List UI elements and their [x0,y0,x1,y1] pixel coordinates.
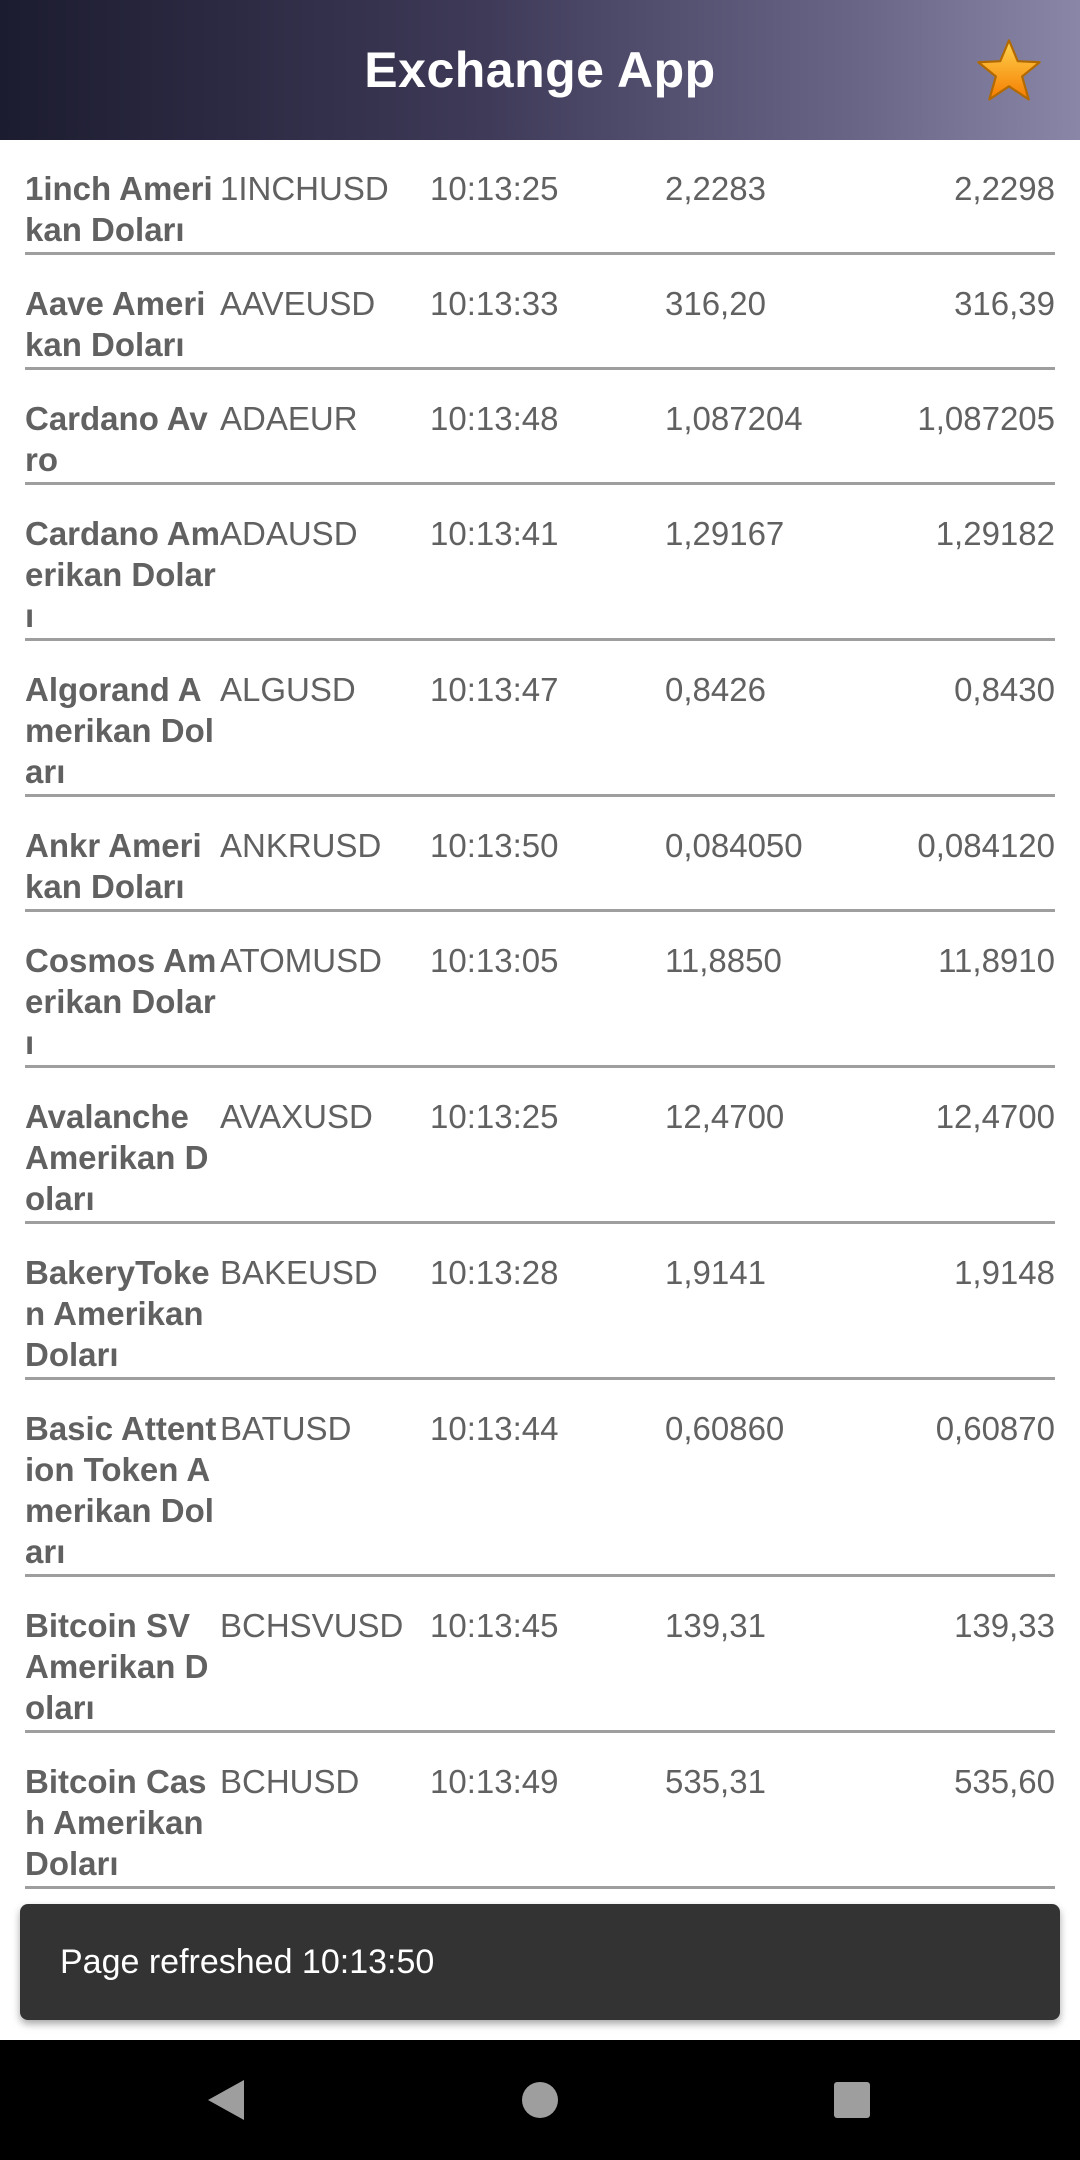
rate-sell: 0,8430 [954,671,1055,708]
rate-buy: 0,8426 [665,671,766,708]
rate-buy: 11,8850 [665,942,782,979]
rate-name: Cardano Avro [25,400,208,478]
rate-symbol: BCHSVUSD [220,1607,404,1644]
rate-symbol: ANKRUSD [220,827,382,864]
rate-list[interactable]: 1inch Amerikan Doları 1INCHUSD 10:13:25 2,2… [25,140,1055,1904]
rate-symbol: AAVEUSD [220,285,376,322]
rate-symbol: ADAUSD [220,515,358,552]
rate-row[interactable]: Avalanche Amerikan Doları AVAXUSD 10:13:25… [25,1068,1055,1224]
rate-sell: 0,084120 [917,827,1055,864]
rate-row[interactable]: 1inch Amerikan Doları 1INCHUSD 10:13:25 2,2… [25,140,1055,255]
nav-home-button[interactable] [500,2060,580,2140]
rate-symbol: 1INCHUSD [220,170,389,207]
rate-sell: 1,087205 [917,400,1055,437]
rate-buy: 1,9141 [665,1254,766,1291]
rate-symbol: BCHUSD [220,1763,360,1800]
favorites-button[interactable] [974,36,1044,106]
rate-row[interactable]: Basic Attention Token Amerikan Doları BAT… [25,1380,1055,1577]
rate-name: Ankr Amerikan Doları [25,827,202,905]
rate-row[interactable]: Cardano Avro ADAEUR 10:13:48 1,087204 1,0872… [25,370,1055,485]
rate-time: 10:13:47 [430,671,559,708]
rate-symbol: ATOMUSD [220,942,382,979]
rate-time: 10:13:25 [430,1098,559,1135]
rate-sell: 11,8910 [938,942,1055,979]
rate-row[interactable]: Algorand Amerikan Doları ALGUSD 10:13:47 0,… [25,641,1055,797]
rate-sell: 535,60 [954,1763,1055,1800]
rate-buy: 535,31 [665,1763,766,1800]
home-circle-icon [522,2082,558,2118]
rate-time: 10:13:33 [430,285,559,322]
rate-buy: 2,2283 [665,170,766,207]
rate-row[interactable]: Cosmos Amerikan Doları ATOMUSD 10:13:05 11,… [25,912,1055,1068]
rate-buy: 1,29167 [665,515,785,552]
nav-back-button[interactable] [186,2060,266,2140]
rate-name: Cosmos Amerikan Doları [25,942,217,1061]
rate-time: 10:13:28 [430,1254,559,1291]
rate-time: 10:13:49 [430,1763,559,1800]
snackbar-message: Page refreshed 10:13:50 [60,1942,435,1981]
rate-symbol: ADAEUR [220,400,358,437]
rate-symbol: ALGUSD [220,671,356,708]
rate-symbol: AVAXUSD [220,1098,373,1135]
rate-name: Avalanche Amerikan Doları [25,1098,209,1217]
star-icon [977,39,1041,101]
rate-buy: 316,20 [665,285,766,322]
rate-row[interactable]: Bitcoin Cash Amerikan Doları BCHUSD 10:13:… [25,1733,1055,1889]
rate-symbol: BAKEUSD [220,1254,378,1291]
rate-name: Basic Attention Token Amerikan Doları [25,1410,217,1570]
rate-sell: 1,9148 [954,1254,1055,1291]
rate-time: 10:13:05 [430,942,559,979]
rate-row[interactable]: BakeryToken Amerikan Doları BAKEUSD 10:13:… [25,1224,1055,1380]
rate-buy: 1,087204 [665,400,803,437]
rate-name: Aave Amerikan Doları [25,285,206,363]
rate-buy: 12,4700 [665,1098,785,1135]
app-bar: Exchange App [0,0,1080,140]
rate-name: 1inch Amerikan Doları [25,170,213,248]
rate-time: 10:13:50 [430,827,559,864]
rate-buy: 0,084050 [665,827,803,864]
rate-sell: 2,2298 [954,170,1055,207]
back-triangle-icon [208,2080,244,2120]
rate-sell: 0,60870 [935,1410,1055,1447]
rate-row[interactable]: Ankr Amerikan Doları ANKRUSD 10:13:50 0,084… [25,797,1055,912]
rate-time: 10:13:45 [430,1607,559,1644]
rate-name: Cardano Amerikan Doları [25,515,220,634]
rate-time: 10:13:41 [430,515,559,552]
snackbar: Page refreshed 10:13:50 [20,1904,1060,2020]
rate-buy: 0,60860 [665,1410,785,1447]
rate-name: Bitcoin SV Amerikan Doları [25,1607,209,1726]
rate-sell: 1,29182 [935,515,1055,552]
system-nav-bar [0,2040,1080,2160]
rate-symbol: BATUSD [220,1410,352,1447]
rate-name: Algorand Amerikan Doları [25,671,214,790]
rate-sell: 139,33 [954,1607,1055,1644]
rate-row[interactable]: Aave Amerikan Doları AAVEUSD 10:13:33 316,2… [25,255,1055,370]
rate-sell: 12,4700 [935,1098,1055,1135]
recents-square-icon [834,2082,870,2118]
rate-name: Bitcoin Cash Amerikan Doları [25,1763,207,1882]
rate-sell: 316,39 [954,285,1055,322]
rate-time: 10:13:48 [430,400,559,437]
rate-name: BakeryToken Amerikan Doları [25,1254,210,1373]
rate-time: 10:13:44 [430,1410,559,1447]
app-title: Exchange App [364,42,716,98]
rate-buy: 139,31 [665,1607,766,1644]
rate-row[interactable]: Bitcoin SV Amerikan Doları BCHSVUSD 10:13:… [25,1577,1055,1733]
rate-row[interactable]: Cardano Amerikan Doları ADAUSD 10:13:41 1,2… [25,485,1055,641]
nav-recents-button[interactable] [812,2060,892,2140]
rate-time: 10:13:25 [430,170,559,207]
